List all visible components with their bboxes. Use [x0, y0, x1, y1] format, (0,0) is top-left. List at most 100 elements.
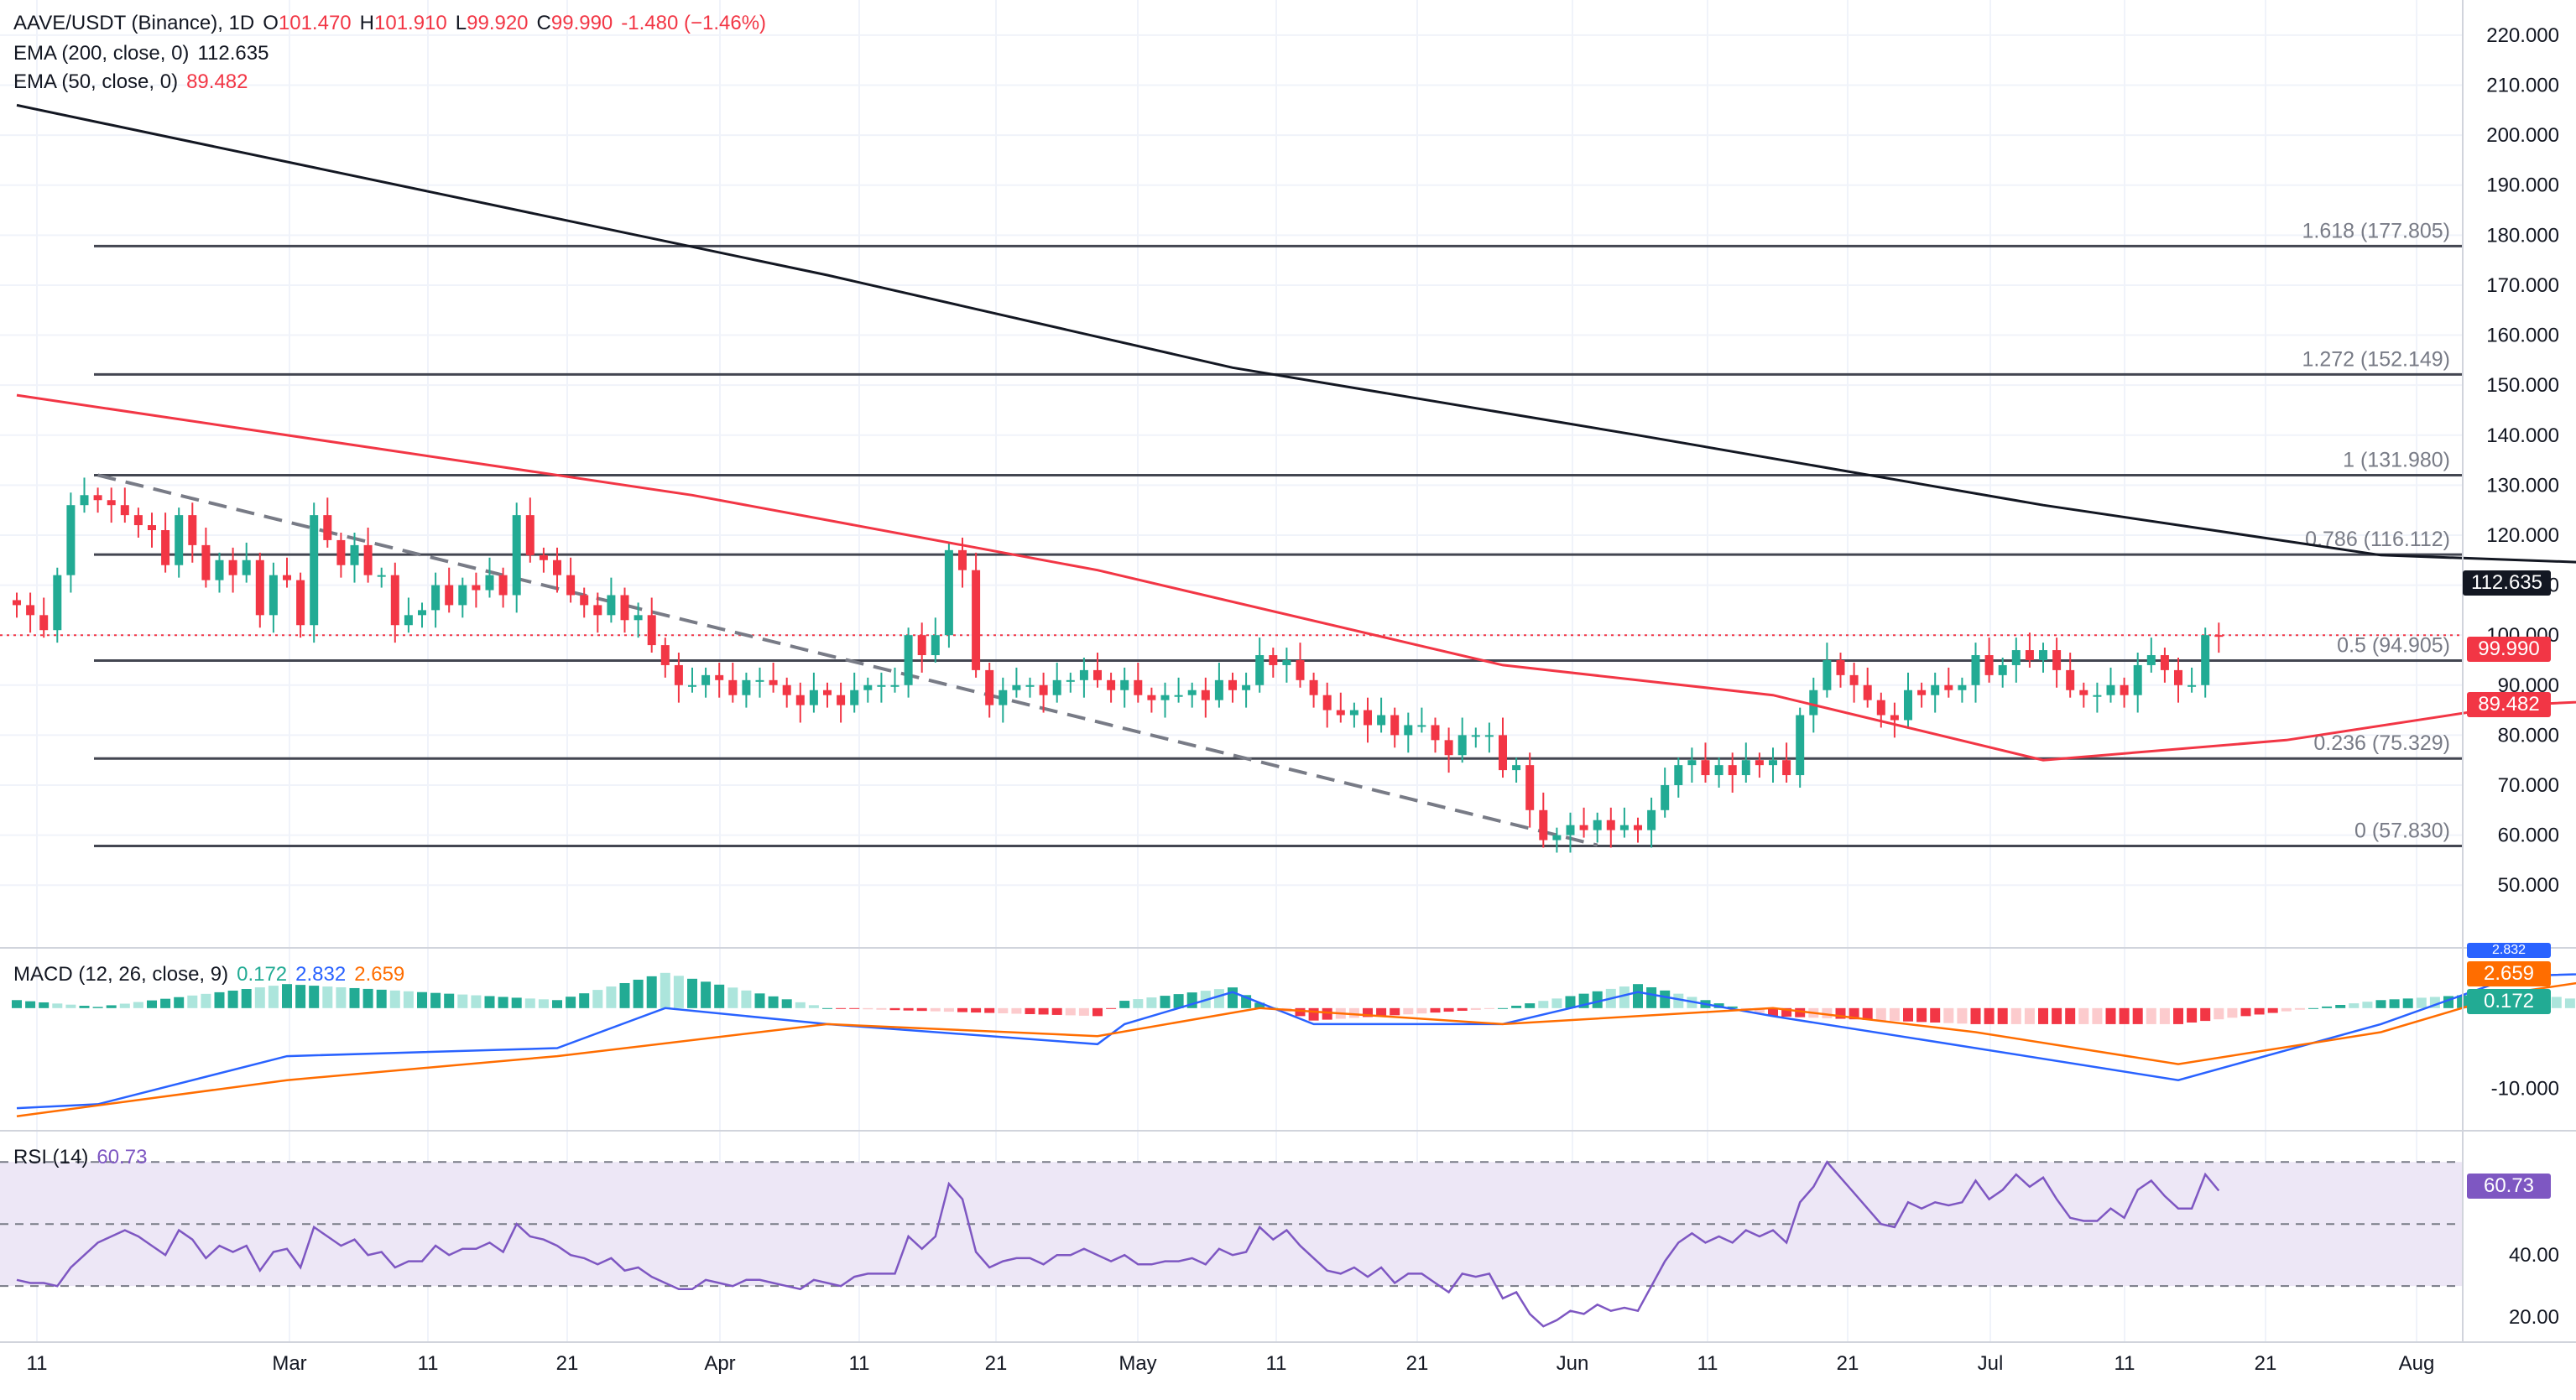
macd-histogram-bar [2254, 1007, 2265, 1015]
macd-histogram-bar [1619, 986, 1630, 1008]
macd-histogram-bar [2308, 1007, 2318, 1009]
candle-body [1309, 679, 1318, 695]
candle-body [1971, 655, 1980, 685]
candle-body [133, 515, 143, 526]
candle-body [1093, 669, 1102, 680]
candle-body [620, 595, 629, 621]
macd-histogram-bar [1997, 1007, 2008, 1024]
candle-body [310, 515, 319, 626]
macd-histogram-bar [65, 1004, 76, 1008]
macd-histogram-bar [795, 1002, 806, 1008]
macd-histogram-bar [1781, 1007, 1792, 1017]
macd-histogram-bar [538, 999, 549, 1008]
macd-histogram-bar [376, 989, 387, 1008]
macd-histogram-bar [241, 989, 252, 1008]
macd-histogram-bar [2010, 1007, 2021, 1024]
macd-histogram-bar [2173, 1007, 2183, 1024]
macd-histogram-bar [201, 993, 211, 1008]
macd-histogram-bar [147, 1000, 157, 1008]
macd-histogram-bar [511, 997, 522, 1008]
candle-body [2052, 650, 2062, 670]
ema200-legend[interactable]: EMA (200, close, 0) 112.635 [13, 42, 269, 65]
price-tick-label: 140.000 [2486, 424, 2559, 447]
time-tick-label: 11 [1697, 1352, 1718, 1375]
macd-histogram-bar [660, 972, 670, 1008]
macd-legend[interactable]: MACD (12, 26, close, 9) 0.172 2.832 2.659 [13, 963, 405, 986]
time-tick-label: Jul [1978, 1352, 2004, 1375]
candle-body [1039, 684, 1048, 695]
macd-histogram-bar [1633, 984, 1643, 1008]
macd-histogram-bar [1254, 1002, 1265, 1008]
candle-body [944, 549, 953, 636]
macd-tick-label: -10.000 [2491, 1077, 2559, 1100]
macd-histogram-bar [606, 986, 617, 1008]
macd-histogram-bar [1119, 1001, 1130, 1008]
rsi-legend[interactable]: RSI (14) 60.73 [13, 1146, 148, 1168]
candle-body [607, 595, 616, 616]
macd-histogram-bar [1092, 1007, 1103, 1017]
macd-histogram-bar [1133, 999, 1144, 1008]
time-tick-label: 11 [2115, 1352, 2135, 1375]
macd-histogram-bar [1011, 1007, 1022, 1014]
macd-histogram-bar [971, 1007, 982, 1013]
candle-body [1336, 710, 1345, 716]
macd-histogram-bar [160, 998, 171, 1008]
candle-body [972, 570, 981, 670]
fib-level-label: 1.272 (152.149) [2302, 347, 2450, 371]
price-tick-label: 220.000 [2486, 24, 2559, 47]
macd-histogram-bar [836, 1007, 847, 1009]
time-tick-label: 21 [1406, 1352, 1429, 1375]
price-tick-label: 170.000 [2486, 274, 2559, 297]
macd-histogram-bar [1551, 998, 1562, 1008]
candle-body [1296, 659, 1305, 680]
last-price-badge: 99.990 [2467, 637, 2551, 662]
candle-body [1714, 765, 1723, 776]
macd-histogram-bar [282, 984, 292, 1008]
macd-line [16, 973, 2576, 1110]
candle-body [242, 559, 251, 575]
rsi-pane[interactable] [0, 1160, 2463, 1328]
macd-histogram-bar [362, 988, 373, 1008]
macd-histogram-bar [1470, 1007, 1481, 1010]
macd-histogram-bar [876, 1007, 887, 1010]
price-tick-label: 70.000 [2498, 774, 2559, 797]
candle-body [2066, 669, 2075, 690]
candle-body [1661, 784, 1670, 810]
signal-line [16, 981, 2576, 1117]
macd-histogram-bar [2132, 1007, 2143, 1024]
macd-histogram-bar [579, 993, 590, 1008]
time-tick-label: Jun [1557, 1352, 1589, 1375]
macd-histogram-bar [2416, 997, 2427, 1008]
macd-histogram-bar [822, 1007, 832, 1009]
candle-body [2201, 635, 2210, 685]
candle-body [1917, 690, 1927, 695]
candles[interactable] [13, 477, 2224, 853]
trendline [97, 473, 1598, 847]
macd-histogram-bar [714, 984, 725, 1008]
macd-histogram-bar [457, 994, 468, 1008]
fibonacci-levels: 1.618 (177.805) 1.272 (152.149) 1 (131.980… [94, 219, 2463, 848]
macd-histogram-bar [1525, 1003, 1536, 1008]
candle-body [1079, 669, 1088, 680]
macd-histogram-bar [2052, 1007, 2062, 1024]
candle-body [1634, 825, 1642, 830]
ema50-legend[interactable]: EMA (50, close, 0) 89.482 [13, 70, 248, 93]
macd-histogram-bar [1348, 1007, 1359, 1018]
macd-histogram-bar [1660, 990, 1671, 1008]
macd-histogram-bar [916, 1007, 927, 1012]
macd-histogram-bar [2402, 998, 2413, 1008]
candle-body [1242, 684, 1251, 690]
candle-body [553, 559, 561, 575]
candle-body [755, 679, 764, 682]
candle-body [80, 495, 89, 506]
macd-histogram-bar [619, 982, 630, 1008]
macd-histogram-bar [227, 990, 238, 1008]
macd-histogram-bar [322, 986, 333, 1008]
rsi-tick-label: 40.00 [2509, 1244, 2559, 1267]
fib-level-label: 1 (131.980) [2343, 449, 2450, 472]
macd-histogram-bar [903, 1007, 914, 1011]
macd-pane[interactable] [12, 972, 2576, 1117]
candle-body [593, 605, 602, 616]
time-tick-label: Aug [2399, 1352, 2435, 1375]
